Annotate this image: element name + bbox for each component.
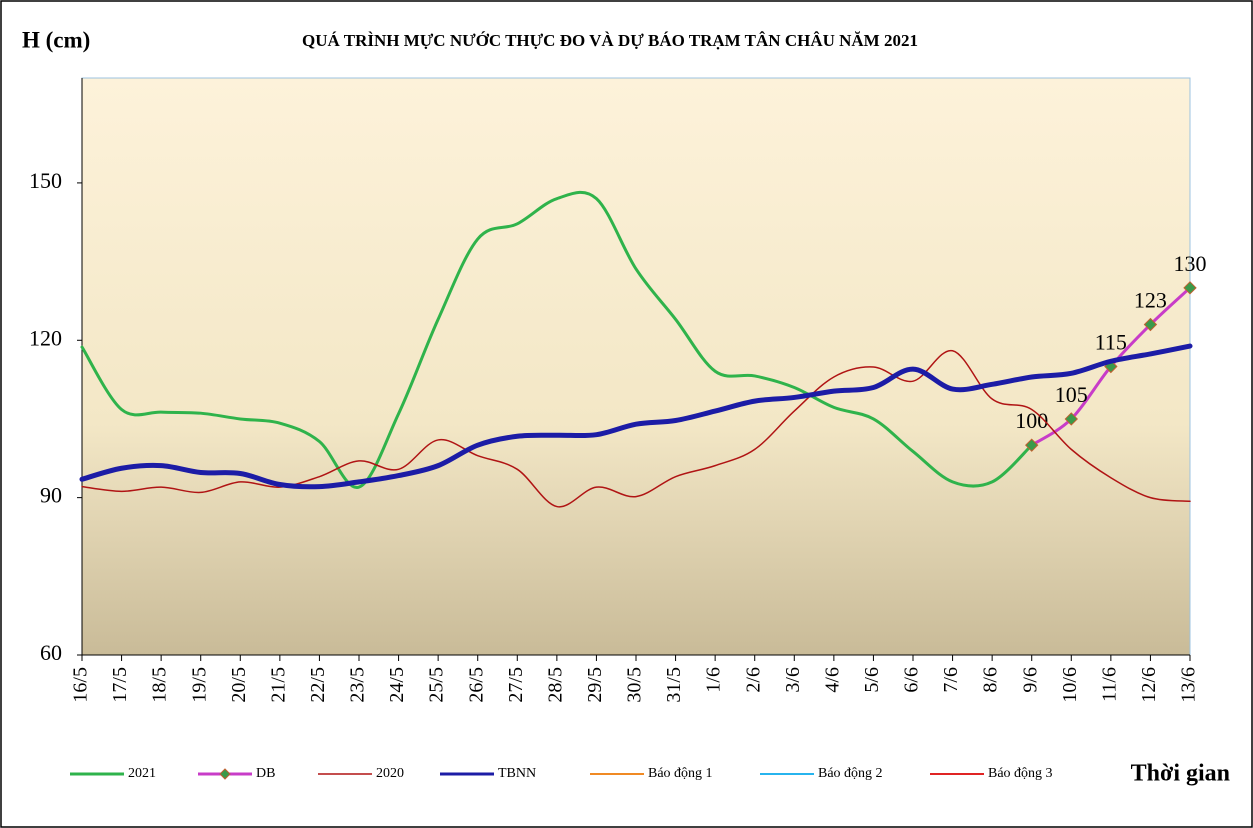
x-tick-label: 11/6 <box>1098 667 1120 702</box>
x-tick-label: 7/6 <box>940 667 962 693</box>
data-point <box>1183 281 1197 295</box>
x-tick-label: 10/6 <box>1059 667 1081 703</box>
x-tick-label: 19/5 <box>188 667 210 703</box>
x-tick-label: 17/5 <box>109 667 131 703</box>
data-point <box>1064 412 1078 426</box>
y-tick-label: 90 <box>40 483 62 508</box>
x-tick-label: 4/6 <box>821 667 843 693</box>
legend-marker <box>219 768 231 780</box>
data-label: 115 <box>1095 330 1127 355</box>
x-tick-label: 9/6 <box>1019 667 1041 693</box>
x-tick-label: 8/6 <box>980 667 1002 693</box>
x-tick-label: 12/6 <box>1138 667 1160 703</box>
legend-label: 2021 <box>128 766 156 781</box>
data-label: 123 <box>1134 288 1167 313</box>
y-tick-label: 150 <box>29 168 62 193</box>
x-tick-label: 1/6 <box>703 667 725 693</box>
y-tick-label: 60 <box>40 640 62 665</box>
x-tick-label: 16/5 <box>70 667 92 703</box>
series-line <box>79 343 1193 490</box>
x-tick-label: 13/6 <box>1178 667 1200 703</box>
x-tick-label: 23/5 <box>347 667 369 703</box>
x-tick-label: 26/5 <box>465 667 487 703</box>
legend-label: Báo động 2 <box>818 766 883 781</box>
x-tick-label: 2/6 <box>742 667 764 693</box>
legend-label: 2020 <box>376 766 404 781</box>
x-tick-label: 27/5 <box>505 667 527 703</box>
series-line <box>81 350 1191 508</box>
data-point <box>1025 438 1039 452</box>
x-tick-label: 20/5 <box>228 667 250 703</box>
data-point <box>1143 317 1158 332</box>
legend-label: TBNN <box>498 766 536 781</box>
data-label: 100 <box>1015 408 1048 433</box>
x-tick-label: 30/5 <box>624 667 646 703</box>
y-axis-label: H (cm) <box>22 27 90 52</box>
x-tick-label: 5/6 <box>861 667 883 693</box>
x-axis-label: Thời gian <box>1131 761 1230 787</box>
x-tick-label: 28/5 <box>544 667 566 703</box>
plot-area <box>81 77 1191 656</box>
x-tick-label: 25/5 <box>426 667 448 703</box>
x-tick-label: 29/5 <box>584 667 606 703</box>
legend-label: DB <box>256 766 275 781</box>
x-tick-label: 18/5 <box>149 667 171 703</box>
series-line <box>80 190 1034 489</box>
chart-title: QUÁ TRÌNH MỰC NƯỚC THỰC ĐO VÀ DỰ BÁO TRẠ… <box>302 31 918 50</box>
data-label: 130 <box>1174 251 1207 276</box>
x-tick-label: 21/5 <box>267 667 289 703</box>
legend-label: Báo động 1 <box>648 766 713 781</box>
x-tick-label: 31/5 <box>663 667 685 703</box>
data-label: 105 <box>1055 382 1088 407</box>
x-tick-label: 3/6 <box>782 667 804 693</box>
x-tick-label: 24/5 <box>386 667 408 703</box>
y-tick-label: 120 <box>29 325 62 350</box>
x-tick-label: 6/6 <box>901 667 923 693</box>
x-tick-label: 22/5 <box>307 667 329 703</box>
legend-label: Báo động 3 <box>988 766 1053 781</box>
